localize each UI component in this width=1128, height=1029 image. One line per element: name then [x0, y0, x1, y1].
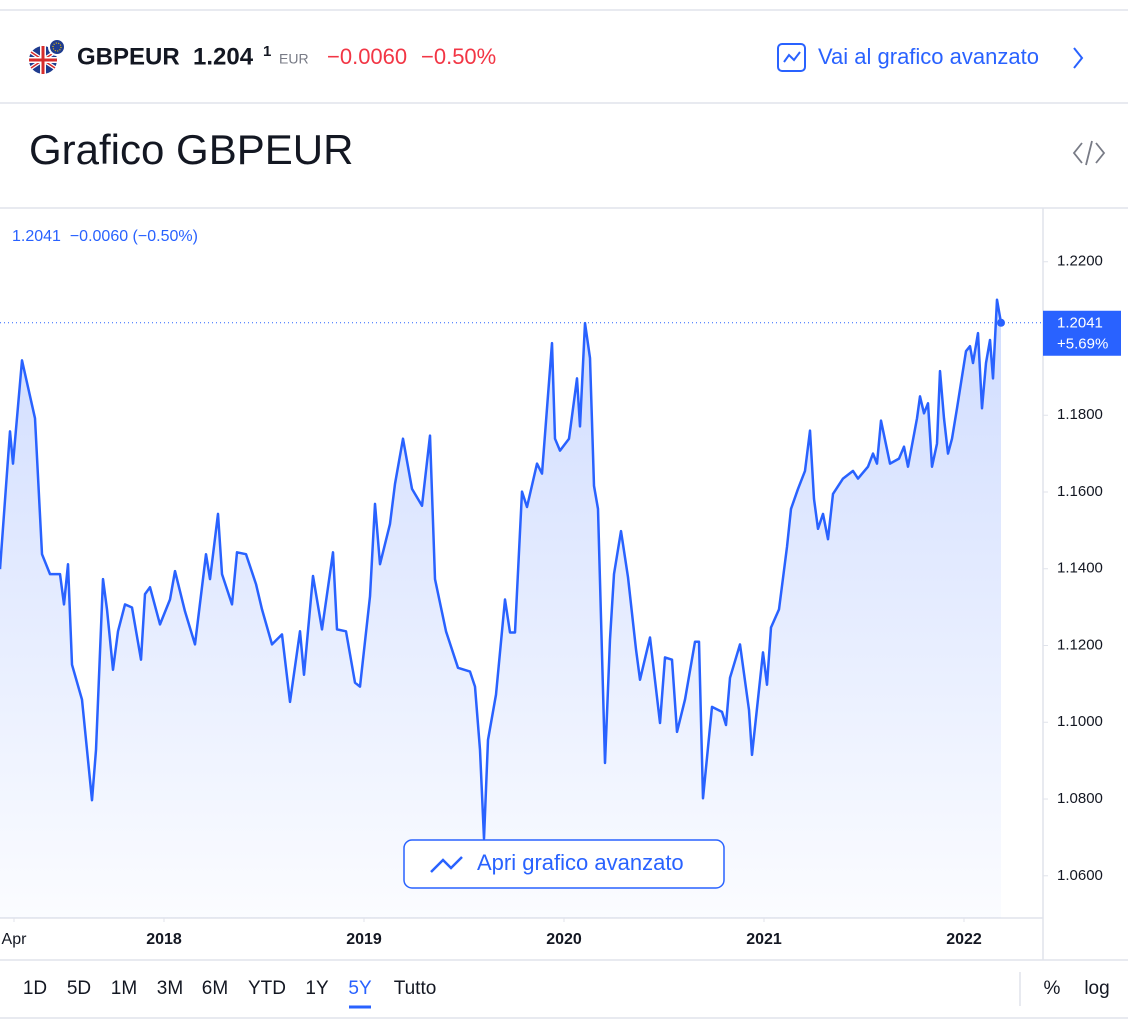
- currency: EUR: [279, 51, 309, 67]
- overlay-button[interactable]: Apri grafico avanzato: [403, 839, 725, 889]
- range-button[interactable]: 1M: [111, 978, 137, 999]
- last-point: [997, 318, 1005, 327]
- y-tick-label: 1.1800: [1057, 406, 1103, 423]
- price-tag-price: 1.2041: [1057, 315, 1103, 332]
- price-tag: [1043, 310, 1121, 356]
- overlay-button-text[interactable]: Apri grafico avanzato: [477, 850, 684, 875]
- change-percent: −0.50%: [421, 44, 496, 69]
- x-tick-label: Apr: [2, 931, 28, 948]
- symbol: GBPEUR: [77, 43, 180, 70]
- range-button[interactable]: 6M: [202, 978, 228, 999]
- advanced-link[interactable]: Vai al grafico avanzato: [777, 43, 1084, 72]
- price: 1.204: [193, 43, 254, 70]
- change: −0.0060: [327, 44, 407, 69]
- range-button[interactable]: 1D: [23, 978, 47, 999]
- y-tick-label: 1.1400: [1057, 560, 1103, 577]
- y-tick-label: 1.1200: [1057, 636, 1103, 653]
- price-pip: 1: [263, 43, 271, 60]
- x-tick-label: 2021: [746, 931, 782, 948]
- range-button[interactable]: 5D: [67, 978, 91, 999]
- flag-icon: [29, 38, 66, 74]
- x-tick-label: 2018: [146, 931, 182, 948]
- toggle-button[interactable]: log: [1084, 978, 1109, 999]
- x-tick-label: 2019: [346, 931, 382, 948]
- page-title: Grafico GBPEUR: [29, 126, 353, 173]
- range-button[interactable]: 5Y: [348, 978, 372, 999]
- range-button[interactable]: YTD: [248, 978, 286, 999]
- embed-icon[interactable]: [1072, 140, 1106, 166]
- toggle-button[interactable]: %: [1044, 978, 1061, 999]
- plot-area: [0, 298, 1043, 918]
- y-tick-label: 1.1600: [1057, 483, 1103, 500]
- x-tick-label: 2020: [546, 931, 582, 948]
- range-button[interactable]: Tutto: [394, 978, 437, 999]
- area-fill: [0, 299, 1001, 918]
- y-tick-label: 1.2200: [1057, 253, 1103, 270]
- price-line: [0, 298, 1003, 840]
- x-tick-label: 2022: [946, 931, 982, 948]
- range-button[interactable]: 1Y: [305, 978, 329, 999]
- y-tick-label: 1.0600: [1057, 867, 1103, 884]
- range-button[interactable]: 3M: [157, 978, 183, 999]
- advanced-link-text[interactable]: Vai al grafico avanzato: [818, 44, 1039, 69]
- chart-status: 1.2041 −0.0060 (−0.50%): [12, 228, 198, 245]
- price-tag-change: +5.69%: [1057, 336, 1108, 353]
- y-tick-label: 1.0800: [1057, 790, 1103, 807]
- y-tick-label: 1.1000: [1057, 713, 1103, 730]
